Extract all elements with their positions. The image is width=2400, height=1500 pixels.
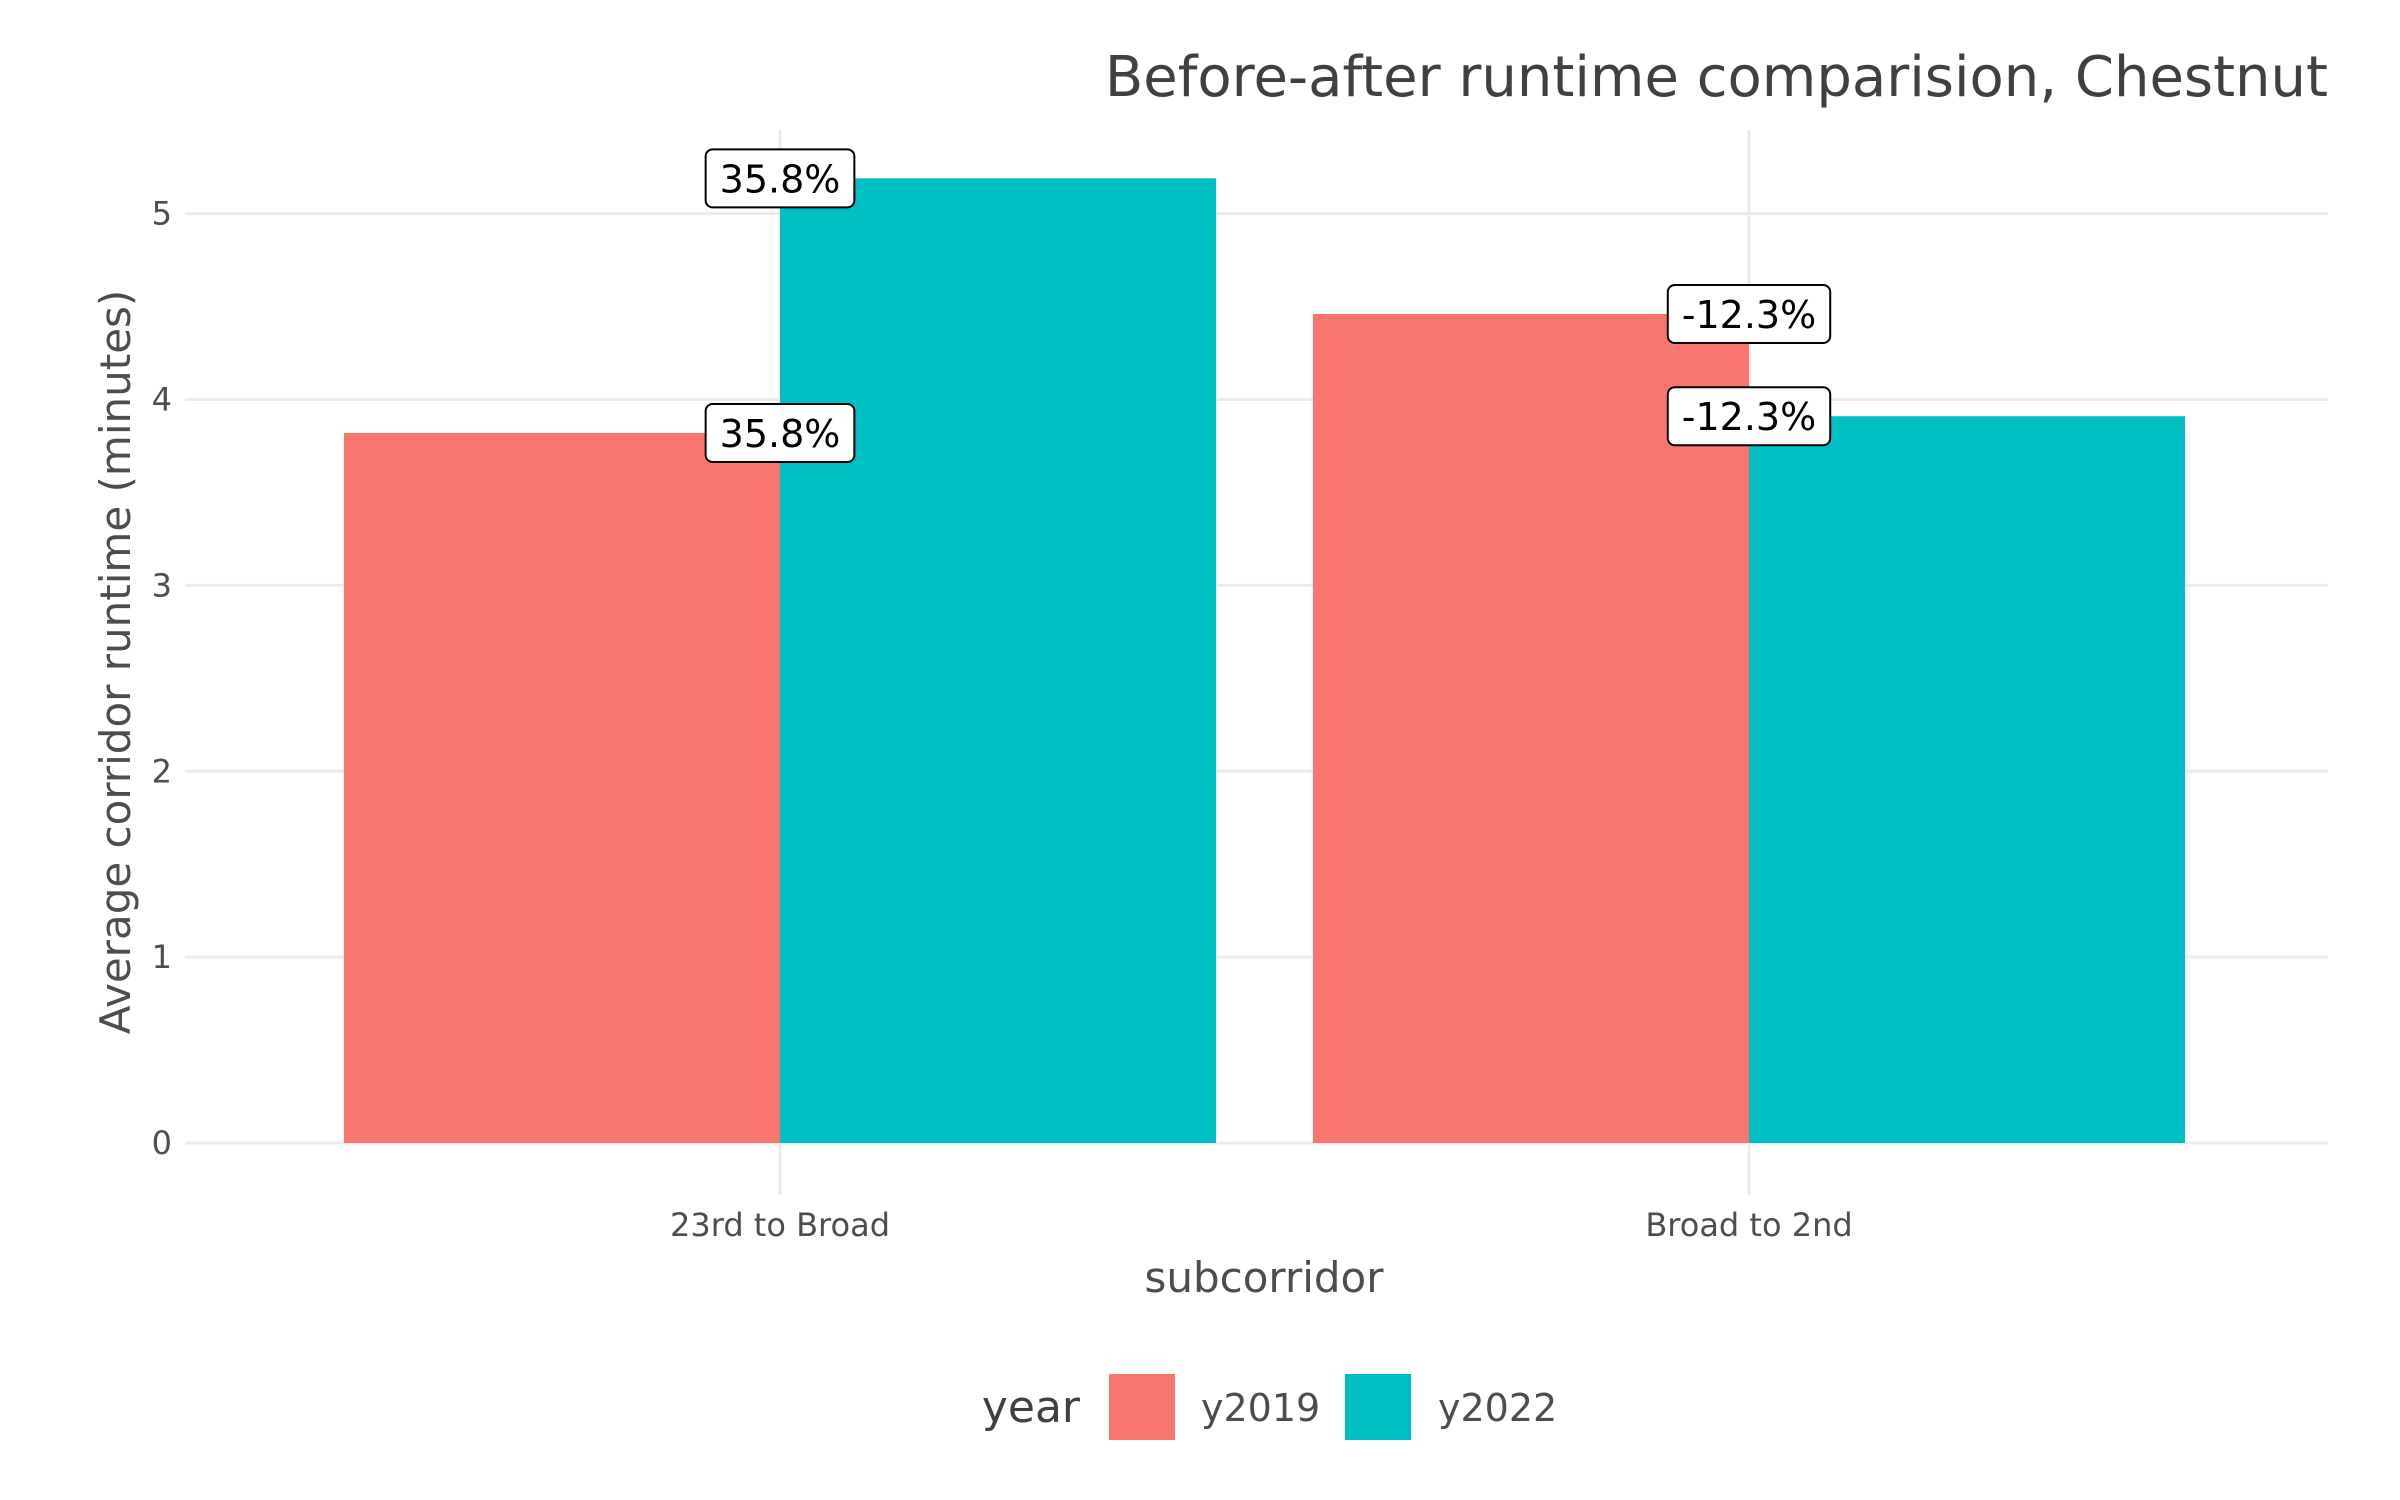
x-axis-title: subcorridor <box>1144 1253 1384 1302</box>
bar-y2019-1 <box>1313 314 1749 1144</box>
y-tick-label: 4 <box>152 381 172 419</box>
data-label-y2022-0: 35.8% <box>704 148 856 209</box>
data-label-y2019-1: -12.3% <box>1666 284 1832 345</box>
x-tick-label: Broad to 2nd <box>1645 1206 1852 1244</box>
bar-y2022-1 <box>1749 416 2185 1143</box>
legend-key-y2022 <box>1345 1374 1411 1440</box>
data-label-text: 35.8% <box>720 157 841 201</box>
data-label-box <box>704 148 856 209</box>
data-label-box <box>1666 386 1832 447</box>
legend-title: year <box>982 1382 1081 1433</box>
bar-layer <box>344 178 2185 1144</box>
bar-y2019-0 <box>344 432 780 1143</box>
data-label-box <box>1666 284 1832 345</box>
data-label-y2019-0: 35.8% <box>704 402 856 463</box>
legend-label-y2019: y2019 <box>1201 1386 1320 1430</box>
axis-layer: 0 1 2 3 4 5 23rd to Broad Broad to 2nd <box>152 195 1853 1244</box>
y-tick-label: 3 <box>152 566 172 604</box>
data-label-text: -12.3% <box>1682 395 1816 439</box>
y-tick-label: 1 <box>152 938 172 976</box>
data-label-box <box>704 402 856 463</box>
legend-key-y2019 <box>1109 1374 1175 1440</box>
chart-title: Before-after runtime comparision, Chestn… <box>1105 45 2328 110</box>
legend-label-y2022: y2022 <box>1438 1386 1557 1430</box>
bar-y2022-0 <box>780 178 1216 1143</box>
legend: year y2019 y2022 <box>982 1374 1557 1440</box>
data-label-y2022-1: -12.3% <box>1666 386 1832 447</box>
y-tick-label: 0 <box>152 1124 172 1162</box>
y-tick-label: 5 <box>152 195 172 233</box>
y-tick-label: 2 <box>152 752 172 790</box>
data-label-layer: 35.8% -12.3% 35.8% -12.3% <box>704 148 1832 463</box>
x-tick-label: 23rd to Broad <box>670 1206 890 1244</box>
y-axis-title: Average corridor runtime (minutes) <box>91 290 140 1035</box>
data-label-text: -12.3% <box>1682 293 1816 337</box>
data-label-text: 35.8% <box>720 412 841 456</box>
